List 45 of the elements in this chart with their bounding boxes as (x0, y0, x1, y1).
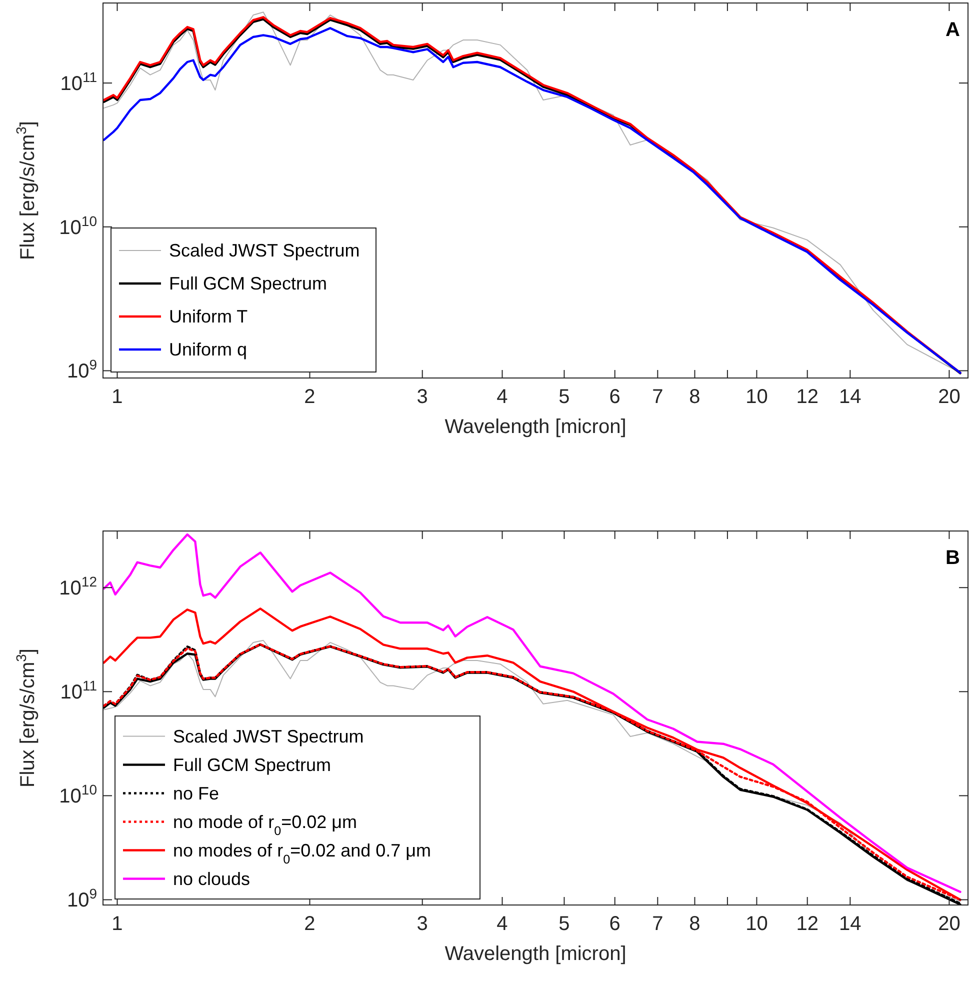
x-tick-label: 4 (496, 913, 508, 935)
legend-label: no modes of r$_{0}$=0.02 and 0.7 μm (173, 840, 432, 866)
y-tick-label: 10$^{12}$ (59, 574, 98, 600)
x-tick-label: 4 (496, 386, 508, 408)
x-tick-label: 8 (689, 386, 700, 408)
x-tick-label: 12 (796, 386, 818, 408)
x-tick-label: 2 (304, 386, 316, 408)
x-tick-label: 7 (652, 913, 664, 935)
x-tick-label: 10 (746, 913, 768, 935)
x-tick-label: 1 (112, 386, 123, 408)
y-tick-label: 10$^{10}$ (59, 212, 98, 239)
x-tick-label: 20 (938, 386, 960, 408)
y-tick-label: 10$^{9}$ (66, 356, 98, 383)
x-tick-label: 3 (416, 386, 428, 408)
legend-label: no clouds (173, 868, 250, 889)
y-tick-label: 10$^{10}$ (59, 782, 98, 808)
legend-label: Uniform T (169, 306, 248, 326)
text: B (946, 547, 960, 569)
x-axis-title: Wavelength [micron] (444, 943, 626, 965)
legend-label: Full GCM Spectrum (169, 274, 328, 294)
legend-label: Uniform q (169, 340, 248, 360)
x-tick-label: 6 (609, 386, 620, 408)
x-tick-label: 7 (652, 386, 664, 408)
x-axis-title: Wavelength [micron] (444, 416, 626, 438)
x-tick-label: 20 (938, 913, 960, 935)
x-tick-label: 6 (609, 913, 620, 935)
y-tick-label: 10$^{11}$ (60, 69, 98, 96)
x-tick-label: 14 (839, 913, 862, 935)
x-tick-label: 3 (416, 913, 428, 935)
x-tick-label: 2 (304, 913, 316, 935)
y-tick-label: 10$^{11}$ (60, 678, 98, 704)
x-tick-label: 5 (558, 913, 570, 935)
x-tick-label: 14 (839, 386, 862, 408)
text: A (946, 19, 960, 41)
x-tick-label: 8 (689, 913, 700, 935)
legend-label: Scaled JWST Spectrum (173, 726, 364, 746)
x-tick-label: 12 (796, 913, 818, 935)
legend-label: Scaled JWST Spectrum (169, 240, 360, 260)
x-tick-label: 10 (746, 386, 768, 408)
x-tick-label: 1 (112, 913, 123, 935)
legend-label: no Fe (173, 783, 220, 804)
y-tick-label: 10$^{9}$ (66, 886, 98, 912)
legend-label: no mode of r$_{0}$=0.02 μm (173, 812, 357, 838)
x-tick-label: 5 (558, 386, 570, 408)
legend-label: Full GCM Spectrum (173, 754, 332, 775)
